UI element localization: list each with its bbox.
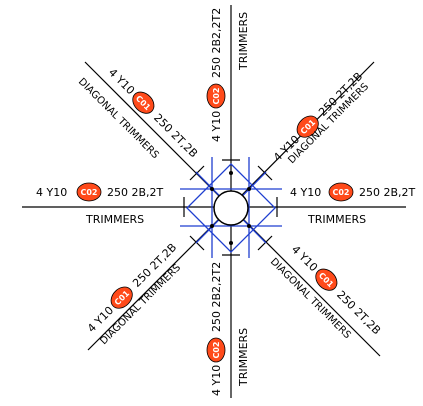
label-horizontal-left: 4 Y10 C02 250 2B,2T TRIMMERS: [36, 182, 164, 226]
tag-oval: [296, 115, 319, 138]
tag-text: C02: [80, 188, 97, 197]
ne-tag: C01: [296, 115, 319, 138]
right-tag: C02: [328, 182, 354, 202]
corner-dots: [210, 171, 251, 245]
top-tag: C02: [206, 83, 226, 109]
dot-bottom-left: [210, 224, 214, 228]
right-bar-count: 4 Y10: [290, 186, 321, 199]
top-bar-spec: 250 2B2,2T2: [210, 8, 223, 78]
left-tag: C02: [76, 182, 102, 202]
nw-bar-count: 4 Y10: [106, 66, 137, 97]
label-diagonal-nw: 4 Y10 C01 250 2T,2B DIAGONAL TRIMMERS: [76, 66, 200, 161]
nw-tag: C01: [132, 91, 155, 114]
bottom-title: TRIMMERS: [237, 328, 250, 387]
tag-oval: [76, 182, 102, 202]
tag-text: C02: [332, 188, 349, 197]
tag-oval: [206, 83, 226, 109]
dot-bottom: [229, 241, 233, 245]
bottom-tag: C02: [206, 337, 226, 363]
label-vertical-top: 4 Y10 C02 250 2B2,2T2 TRIMMERS: [206, 8, 250, 142]
tick-se: [257, 235, 273, 251]
sw-tag: C01: [110, 286, 133, 309]
tag-oval: [315, 268, 338, 291]
left-bar-count: 4 Y10: [36, 186, 67, 199]
top-bar-count: 4 Y10: [210, 111, 223, 142]
tag-text: C02: [212, 341, 221, 358]
tag-oval: [206, 337, 226, 363]
se-tag: C01: [315, 268, 338, 291]
tag-oval: [328, 182, 354, 202]
tick-sw: [189, 235, 205, 251]
tag-oval: [110, 286, 133, 309]
circular-opening: [213, 190, 249, 226]
dot-top: [229, 171, 233, 175]
label-horizontal-right: 4 Y10 C02 250 2B,2T TRIMMERS: [290, 182, 416, 226]
dot-bottom-right: [247, 224, 251, 228]
trimmer-diamond: [186, 163, 276, 253]
end-ticks: [183, 159, 278, 256]
tag-oval: [132, 91, 155, 114]
label-diagonal-se: 4 Y10 C01 250 2T,2B DIAGONAL TRIMMERS: [268, 243, 383, 341]
label-diagonal-sw: 4 Y10 C01 250 2T,2B DIAGONAL TRIMMERS: [85, 241, 183, 347]
left-bar-spec: 250 2B,2T: [107, 186, 164, 199]
tag-text: C02: [212, 87, 221, 104]
right-title: TRIMMERS: [307, 213, 366, 226]
top-title: TRIMMERS: [237, 12, 250, 71]
right-bar-spec: 250 2B,2T: [359, 186, 416, 199]
left-title: TRIMMERS: [85, 213, 144, 226]
dot-top-left: [210, 187, 214, 191]
bottom-bar-count: 4 Y10: [210, 365, 223, 396]
bottom-bar-spec: 250 2B2,2T2: [210, 262, 223, 332]
dot-top-right: [247, 187, 251, 191]
label-vertical-bottom: 4 Y10 C02 250 2B2,2T2 TRIMMERS: [206, 262, 250, 396]
nw-title: DIAGONAL TRIMMERS: [76, 76, 161, 161]
